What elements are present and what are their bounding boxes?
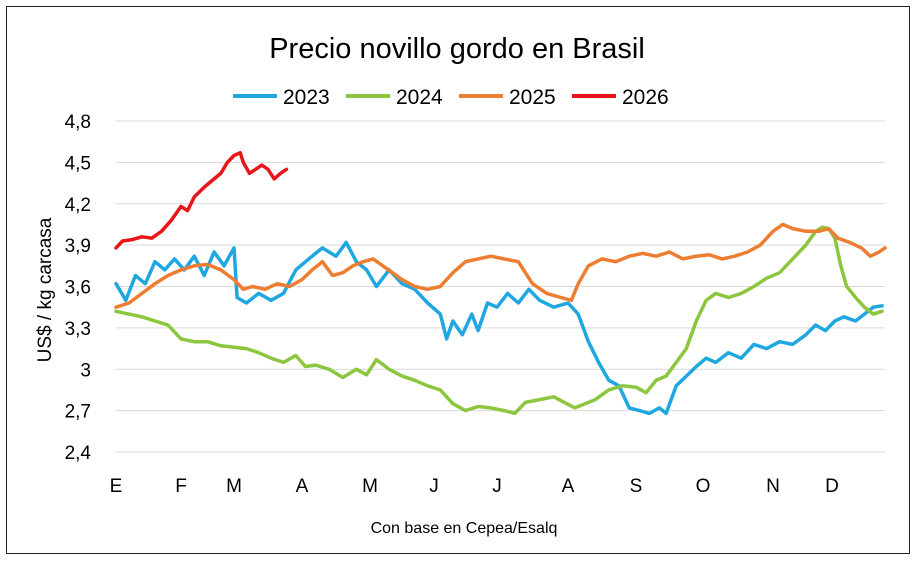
y-tick-label: 4,5 bbox=[65, 153, 91, 174]
legend: 2023 2024 2025 2026 bbox=[233, 86, 669, 109]
y-tick-label: 3,9 bbox=[65, 236, 91, 257]
chart-title: Precio novillo gordo en Brasil bbox=[269, 33, 645, 65]
series-line-2026 bbox=[114, 150, 289, 250]
x-tick-label: A bbox=[562, 476, 575, 497]
y-tick-label: 3 bbox=[80, 360, 91, 381]
y-tick-label: 4,2 bbox=[65, 195, 91, 216]
x-tick-label: J bbox=[429, 476, 439, 497]
legend-label-2023: 2023 bbox=[283, 86, 330, 109]
y-tick-label: 4,8 bbox=[65, 112, 91, 133]
x-tick-label: S bbox=[630, 476, 643, 497]
y-tick-label: 2,7 bbox=[65, 402, 91, 423]
y-axis-label: US$ / kg carcasa bbox=[35, 217, 56, 362]
series-line-2023 bbox=[114, 240, 884, 416]
y-axis-ticks: 2,4 2,7 3 3,3 3,6 3,9 4,2 4,5 4,8 bbox=[65, 112, 92, 464]
x-tick-label: D bbox=[825, 476, 839, 497]
x-tick-label: O bbox=[696, 476, 711, 497]
chart-frame bbox=[6, 6, 910, 554]
y-tick-label: 3,3 bbox=[65, 319, 91, 340]
series-lines bbox=[114, 150, 887, 416]
legend-label-2025: 2025 bbox=[509, 86, 556, 109]
x-tick-label: N bbox=[766, 476, 780, 497]
x-tick-label: F bbox=[175, 476, 187, 497]
x-tick-label: A bbox=[296, 476, 309, 497]
series-line-2025 bbox=[114, 222, 887, 309]
gridlines bbox=[116, 120, 885, 453]
legend-label-2026: 2026 bbox=[622, 86, 669, 109]
y-tick-label: 2,4 bbox=[65, 443, 92, 464]
x-tick-label: J bbox=[492, 476, 502, 497]
x-tick-label: M bbox=[362, 476, 378, 497]
x-tick-label: M bbox=[226, 476, 242, 497]
source-note: Con base en Cepea/Esalq bbox=[371, 520, 558, 537]
y-tick-label: 3,6 bbox=[65, 278, 91, 299]
legend-label-2024: 2024 bbox=[396, 86, 443, 109]
series-line-2024 bbox=[114, 225, 884, 416]
x-tick-label: E bbox=[110, 476, 123, 497]
